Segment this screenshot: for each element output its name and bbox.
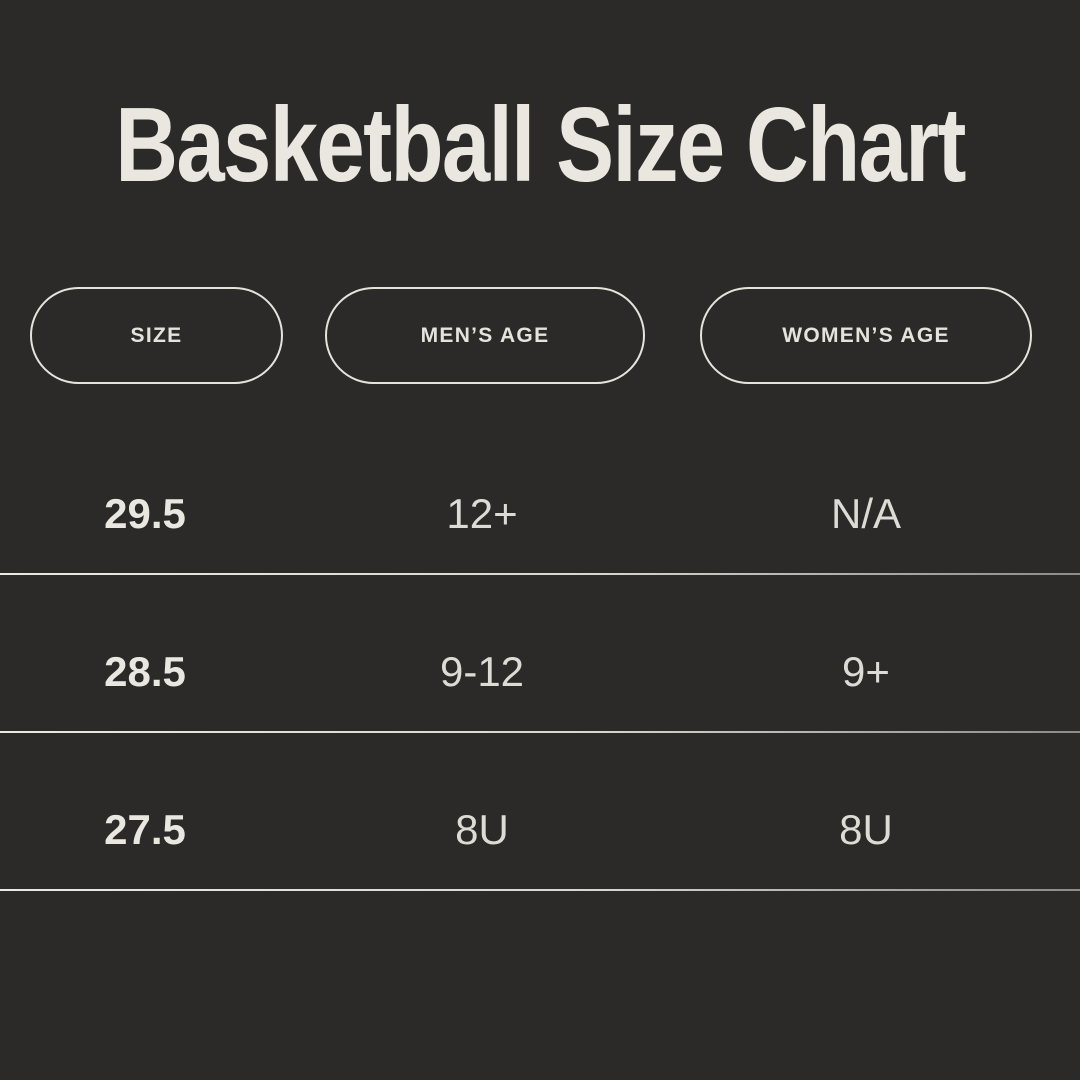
table-row-29-5: 29.5 12+ N/A	[0, 417, 1080, 575]
cell-size: 27.5	[104, 806, 186, 853]
column-header-womens-age: WOMEN’S AGE	[700, 287, 1032, 384]
column-header-womens-age-label: WOMEN’S AGE	[782, 323, 950, 347]
cell-womens-age: N/A	[830, 490, 901, 537]
cell-womens-age: 8U	[839, 806, 893, 853]
table-row-27-5: 27.5 8U 8U	[0, 733, 1080, 891]
column-header-mens-age-label: MEN’S AGE	[420, 323, 550, 347]
column-header-row: SIZE MEN’S AGE WOMEN’S AGE	[0, 287, 1080, 384]
size-table: 29.5 12+ N/A 28.5 9-12 9+ 27.5 8U 8U	[0, 417, 1080, 891]
column-header-size-label: SIZE	[130, 323, 183, 347]
cell-mens-age: 9-12	[439, 648, 525, 695]
cell-mens-age: 12+	[446, 490, 518, 537]
cell-mens-age: 8U	[455, 806, 509, 853]
cell-womens-age: 9+	[842, 648, 890, 695]
column-header-mens-age: MEN’S AGE	[325, 287, 645, 384]
cell-size: 28.5	[104, 648, 186, 695]
column-header-size: SIZE	[30, 287, 283, 384]
cell-size: 29.5	[104, 490, 186, 537]
table-row-28-5: 28.5 9-12 9+	[0, 575, 1080, 733]
page-title: Basketball Size Chart	[115, 86, 966, 204]
